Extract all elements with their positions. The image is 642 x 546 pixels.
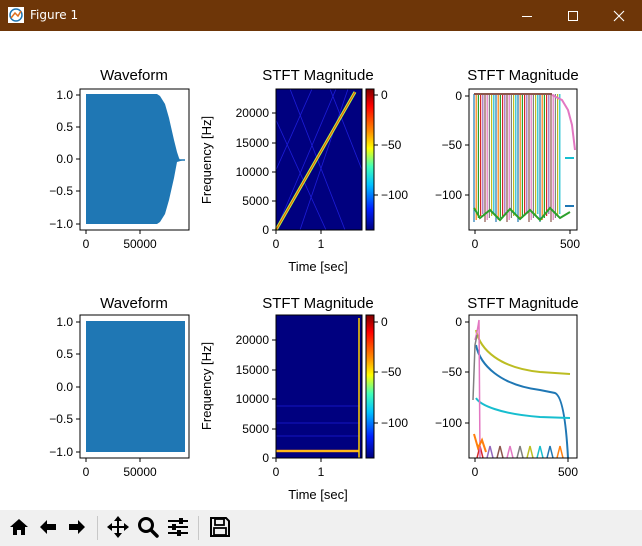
top-colorbar-tick-0: 0 (381, 88, 388, 102)
bottom-slices-xtick-1: 500 (558, 465, 578, 479)
home-icon (10, 519, 28, 535)
top-slices-title: STFT Magnitude (467, 67, 578, 84)
navigation-toolbar (0, 510, 642, 546)
bottom-slices-ytick-2: −100 (435, 416, 462, 430)
save-button[interactable] (206, 513, 234, 541)
bottom-spectrogram-xtick-1: 1 (318, 465, 325, 479)
bottom-slices-title: STFT Magnitude (467, 295, 578, 312)
configure-subplots-button[interactable] (164, 513, 192, 541)
bottom-waveform-title: Waveform (100, 295, 168, 312)
pan-button[interactable] (104, 513, 132, 541)
window-titlebar: Figure 1 (0, 0, 642, 31)
minimize-button[interactable] (504, 0, 550, 31)
top-colorbar (365, 88, 375, 231)
bottom-colorbar (365, 314, 375, 459)
top-spectrogram-ytick-4: 0 (262, 223, 269, 237)
close-button[interactable] (596, 0, 642, 31)
top-spectrogram-xlabel: Time [sec] (288, 259, 347, 274)
bottom-slices-ytick-1: −50 (442, 365, 463, 379)
top-slices-plot: STFT Magnitude 0 −50 −100 0 500 (435, 67, 580, 251)
figure-canvas[interactable]: Waveform 1.0 0.5 0.0 −0.5 −1.0 0 50000 S… (0, 31, 642, 510)
window-title: Figure 1 (30, 8, 79, 22)
bottom-spectrogram-xtick-0: 0 (273, 465, 280, 479)
bottom-spectrogram-ytick-3: 5000 (242, 422, 269, 436)
top-slices-ytick-1: −50 (442, 138, 463, 152)
top-slices-ytick-0: 0 (455, 89, 462, 103)
top-waveform-ytick-3: −0.5 (49, 184, 73, 198)
bottom-slices-ytick-0: 0 (455, 315, 462, 329)
top-spectrogram-ytick-1: 15000 (236, 136, 270, 150)
bottom-waveform-ytick-0: 1.0 (56, 315, 73, 329)
zoom-icon (138, 517, 159, 538)
top-spectrogram-title: STFT Magnitude (262, 67, 373, 84)
top-waveform-xtick-1: 50000 (123, 237, 157, 251)
back-arrow-icon (40, 520, 56, 534)
back-button[interactable] (34, 513, 62, 541)
bottom-waveform-ytick-1: 0.5 (56, 347, 73, 361)
bottom-spectrogram-ylabel: Frequency [Hz] (199, 342, 214, 430)
bottom-slices-plot: STFT Magnitude 0 −50 −100 0 500 (435, 295, 579, 479)
maximize-icon (568, 10, 578, 21)
app-icon (8, 7, 24, 23)
bottom-slices-xtick-0: 0 (472, 465, 479, 479)
top-spectrogram-ytick-0: 20000 (236, 106, 270, 120)
bottom-waveform-signal (86, 321, 185, 452)
configure-subplots-icon (168, 518, 188, 536)
top-spectrogram-ytick-3: 5000 (242, 194, 269, 208)
top-spectrogram-xtick-0: 0 (273, 237, 280, 251)
bottom-colorbar-tick-0: 0 (381, 315, 388, 329)
toolbar-separator (97, 516, 98, 540)
home-button[interactable] (5, 513, 33, 541)
top-slices-xtick-1: 500 (560, 237, 580, 251)
bottom-spectrogram-ytick-1: 15000 (236, 363, 270, 377)
top-slices-ytick-2: −100 (435, 188, 462, 202)
pan-icon (107, 516, 129, 538)
close-icon (613, 10, 625, 21)
top-spectrogram-ylabel: Frequency [Hz] (199, 116, 214, 204)
zoom-button[interactable] (134, 513, 162, 541)
bottom-spectrogram-ytick-0: 20000 (236, 333, 270, 347)
bottom-spectrogram-xlabel: Time [sec] (288, 487, 347, 502)
bottom-waveform-xtick-1: 50000 (123, 465, 157, 479)
bottom-spectrogram-image (276, 315, 362, 458)
bottom-spectrogram-ytick-2: 10000 (236, 392, 270, 406)
top-spectrogram-ytick-2: 10000 (236, 165, 270, 179)
top-waveform-plot: Waveform 1.0 0.5 0.0 −0.5 −1.0 0 50000 (49, 67, 190, 251)
top-slices-xtick-0: 0 (472, 237, 479, 251)
bottom-spectrogram-ytick-4: 0 (262, 451, 269, 465)
bottom-waveform-plot: Waveform 1.0 0.5 0.0 −0.5 −1.0 0 50000 (49, 295, 190, 479)
top-waveform-signal (86, 94, 184, 224)
top-spectrogram-plot: STFT Magnitude 20000 15000 10000 5000 0 … (199, 67, 408, 274)
top-waveform-ytick-4: −1.0 (49, 217, 73, 231)
minimize-icon (522, 15, 532, 17)
bottom-spectrogram-plot: STFT Magnitude 20000 15000 10000 5000 0 … (199, 295, 408, 502)
top-colorbar-tick-1: −50 (381, 138, 402, 152)
top-waveform-ytick-0: 1.0 (56, 88, 73, 102)
top-waveform-ytick-1: 0.5 (56, 120, 73, 134)
top-waveform-xtick-0: 0 (83, 237, 90, 251)
toolbar-separator (198, 516, 199, 540)
bottom-waveform-xtick-0: 0 (83, 465, 90, 479)
bottom-slice-lines (476, 445, 564, 458)
bottom-colorbar-tick-1: −50 (381, 365, 402, 379)
bottom-waveform-ytick-3: −0.5 (49, 412, 73, 426)
top-waveform-title: Waveform (100, 67, 168, 84)
bottom-colorbar-tick-2: −100 (381, 416, 408, 430)
top-waveform-ytick-2: 0.0 (56, 152, 73, 166)
bottom-waveform-ytick-4: −1.0 (49, 445, 73, 459)
bottom-spectrogram-title: STFT Magnitude (262, 295, 373, 312)
top-spectrogram-xtick-1: 1 (318, 237, 325, 251)
bottom-waveform-ytick-2: 0.0 (56, 380, 73, 394)
forward-arrow-icon (69, 520, 85, 534)
top-colorbar-tick-2: −100 (381, 188, 408, 202)
top-slice-lines (473, 93, 561, 222)
save-icon (210, 517, 230, 537)
forward-button[interactable] (63, 513, 91, 541)
maximize-button[interactable] (550, 0, 596, 31)
